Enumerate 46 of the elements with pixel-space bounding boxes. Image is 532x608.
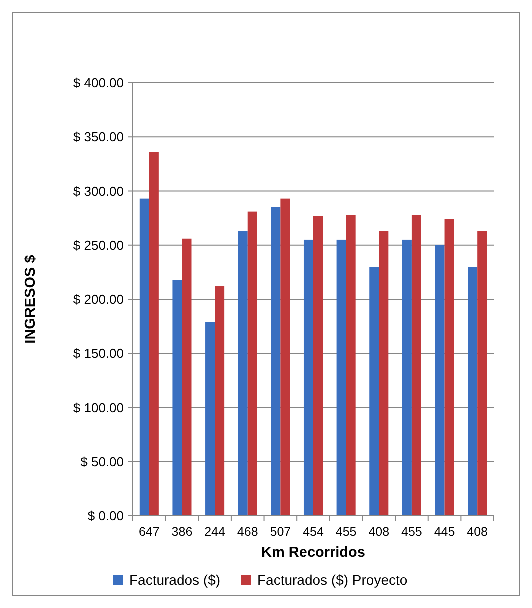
bar [435,245,445,516]
x-tick-label: 507 [270,525,292,539]
x-tick-label: 445 [434,525,456,539]
x-tick-label: 408 [368,525,390,539]
bar [172,280,182,516]
bar [140,198,150,516]
x-tick-label: 468 [237,525,258,539]
bar [215,286,225,516]
x-tick-label: 455 [336,525,357,539]
bar [314,216,324,516]
x-axis-title: Km Recorridos [262,545,366,561]
y-axis-title: INGRESOS $ [23,255,39,344]
x-tick-label: 454 [303,525,324,539]
y-tick-label: $ 350.00 [73,130,124,145]
y-tick-label: $ 150.00 [73,346,124,362]
bar [271,207,281,516]
bar [478,231,488,516]
y-tick-label: $ 300.00 [73,184,124,199]
bar [149,152,159,516]
bar [412,215,422,516]
y-tick-label: $ 250.00 [73,238,124,253]
bar [182,238,192,516]
x-tick-label: 455 [402,525,422,539]
y-tick-label: $ 400.00 [73,76,124,91]
bar [336,240,346,516]
y-tick-label: $ 50.00 [80,454,124,470]
bar [402,240,412,516]
bar [346,215,356,516]
bar [379,231,389,516]
bar [238,231,248,516]
bar [370,267,380,516]
x-tick-label: 386 [172,525,193,539]
bar [206,322,216,516]
y-tick-label: $ 100.00 [73,400,124,416]
bar [444,219,454,516]
y-tick-label: $ 200.00 [73,292,124,308]
bar [280,198,290,516]
bar [468,267,478,516]
x-tick-label: 408 [467,525,488,539]
legend-label: Facturados ($) Proyecto [258,572,408,588]
bar [304,240,314,516]
bar [248,212,258,516]
x-tick-label: 244 [204,525,226,539]
legend-label: Facturados ($) [130,572,221,588]
y-tick-label: $ 0.00 [88,508,124,524]
x-tick-label: 647 [138,525,160,539]
